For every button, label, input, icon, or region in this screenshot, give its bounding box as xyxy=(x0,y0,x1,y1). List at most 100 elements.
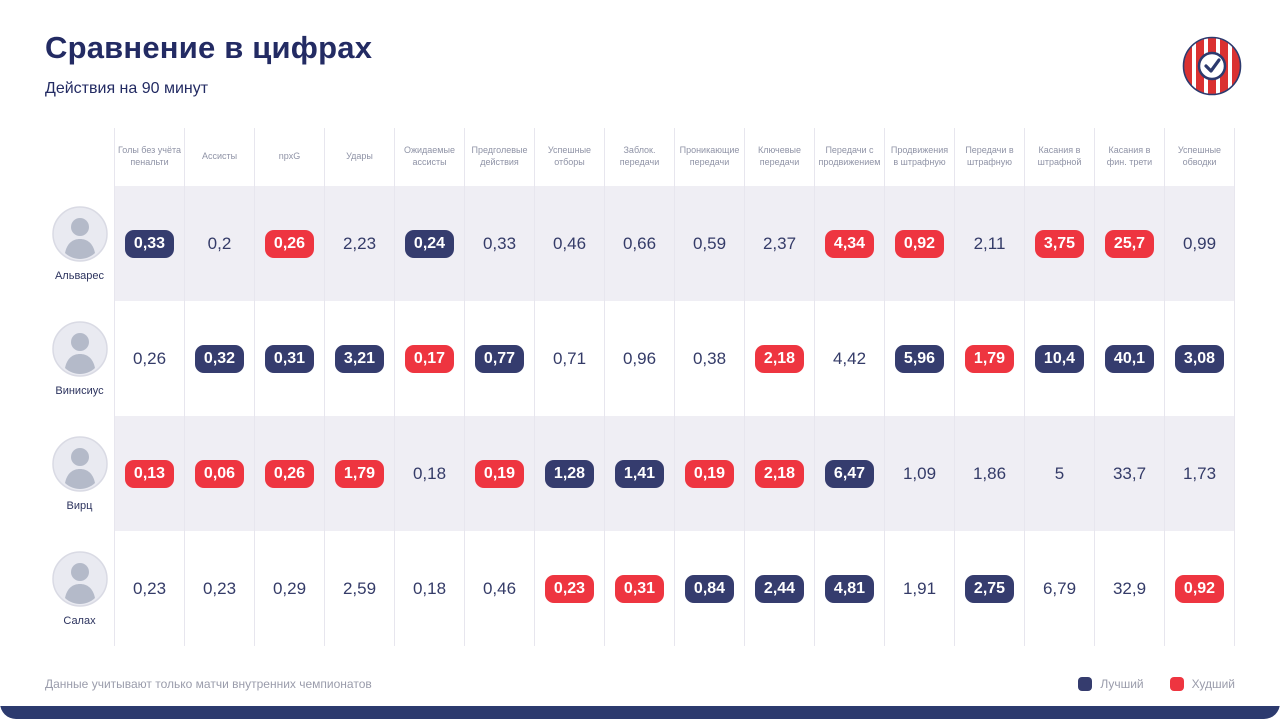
player-avatar xyxy=(51,550,108,607)
column-header: Передачи с продвижением xyxy=(815,128,885,186)
stat-cell: 0,46 xyxy=(535,186,605,301)
column-header: Заблок. передачи xyxy=(605,128,675,186)
stat-value-worst: 0,26 xyxy=(264,459,315,488)
stat-value: 0,23 xyxy=(132,578,167,598)
legend-worst: Худший xyxy=(1169,677,1235,691)
stat-cell: 2,44 xyxy=(745,531,815,646)
stat-value: 33,7 xyxy=(1112,463,1147,483)
stat-cell: 2,18 xyxy=(745,301,815,416)
stat-cell: 3,21 xyxy=(325,301,395,416)
stat-cell: 0,38 xyxy=(675,301,745,416)
stat-value: 0,59 xyxy=(692,233,727,253)
column-header: Проникающие передачи xyxy=(675,128,745,186)
stat-value-worst: 25,7 xyxy=(1104,229,1155,258)
column-header: Успешные обводки xyxy=(1165,128,1235,186)
stat-value: 0,96 xyxy=(622,348,657,368)
stat-cell: 5 xyxy=(1025,416,1095,531)
stat-value-worst: 0,23 xyxy=(544,574,595,603)
stat-value: 4,42 xyxy=(832,348,867,368)
stat-cell: 0,23 xyxy=(185,531,255,646)
stat-cell: 2,18 xyxy=(745,416,815,531)
stat-cell: 0,77 xyxy=(465,301,535,416)
stat-cell: 1,73 xyxy=(1165,416,1235,531)
column-header: Касания в фин. трети xyxy=(1095,128,1165,186)
stat-value: 0,2 xyxy=(207,233,232,253)
stat-cell: 0,18 xyxy=(395,416,465,531)
stat-cell: 0,99 xyxy=(1165,186,1235,301)
stat-cell: 2,59 xyxy=(325,531,395,646)
person-icon xyxy=(51,550,108,607)
stat-value: 0,46 xyxy=(482,578,517,598)
stat-value-worst: 0,06 xyxy=(194,459,245,488)
stat-cell: 0,26 xyxy=(115,301,185,416)
stat-value: 2,11 xyxy=(973,233,1006,253)
legend-worst-label: Худший xyxy=(1191,677,1235,691)
stat-value: 32,9 xyxy=(1112,578,1147,598)
stat-value-worst: 0,13 xyxy=(124,459,175,488)
stat-value-worst: 0,19 xyxy=(684,459,735,488)
stat-value: 1,73 xyxy=(1182,463,1217,483)
stat-cell: 1,28 xyxy=(535,416,605,531)
stat-cell: 1,91 xyxy=(885,531,955,646)
stat-value-best: 5,96 xyxy=(894,344,945,373)
stat-value-best: 0,32 xyxy=(194,344,245,373)
player-name: Винисиус xyxy=(55,384,104,397)
title-block: Сравнение в цифрах Действия на 90 минут xyxy=(45,30,372,98)
stat-cell: 2,11 xyxy=(955,186,1025,301)
stat-value-worst: 0,17 xyxy=(404,344,455,373)
stat-value-worst: 2,18 xyxy=(754,459,805,488)
comparison-table: Голы без учёта пенальти Ассисты npxG Удары О… xyxy=(45,128,1235,646)
player-avatar xyxy=(51,435,108,492)
player-cell: Альварес xyxy=(45,186,115,301)
stat-value: 0,66 xyxy=(622,233,657,253)
stat-value-worst: 1,79 xyxy=(334,459,385,488)
stat-value: 0,33 xyxy=(482,233,517,253)
footer: Данные учитывают только матчи внутренних… xyxy=(45,677,1235,691)
column-header: Касания в штрафной xyxy=(1025,128,1095,186)
column-header: Удары xyxy=(325,128,395,186)
stat-cell: 6,47 xyxy=(815,416,885,531)
stat-value-best: 2,44 xyxy=(754,574,805,603)
stat-cell: 4,34 xyxy=(815,186,885,301)
bottom-bar xyxy=(0,706,1280,719)
stat-cell: 1,79 xyxy=(955,301,1025,416)
stat-cell: 1,41 xyxy=(605,416,675,531)
stat-cell: 0,32 xyxy=(185,301,255,416)
stat-value: 5 xyxy=(1054,463,1065,483)
stat-cell: 3,75 xyxy=(1025,186,1095,301)
stat-cell: 33,7 xyxy=(1095,416,1165,531)
stat-value-worst: 0,31 xyxy=(614,574,665,603)
legend-best: Лучший xyxy=(1078,677,1144,691)
player-cell: Винисиус xyxy=(45,301,115,416)
stat-value-best: 0,84 xyxy=(684,574,735,603)
stat-cell: 0,33 xyxy=(465,186,535,301)
stat-cell: 0,84 xyxy=(675,531,745,646)
stat-cell: 6,79 xyxy=(1025,531,1095,646)
stat-cell: 0,31 xyxy=(255,301,325,416)
stat-value-worst: 0,92 xyxy=(1174,574,1225,603)
stat-cell: 0,29 xyxy=(255,531,325,646)
stat-cell: 0,23 xyxy=(535,531,605,646)
club-logo xyxy=(1182,36,1242,96)
column-header: Голы без учёта пенальти xyxy=(115,128,185,186)
stat-value-best: 0,31 xyxy=(264,344,315,373)
legend-best-label: Лучший xyxy=(1100,677,1144,691)
stat-value-worst: 0,19 xyxy=(474,459,525,488)
stat-value-best: 1,41 xyxy=(614,459,665,488)
page-subtitle: Действия на 90 минут xyxy=(45,80,209,97)
player-avatar xyxy=(51,320,108,377)
stat-cell: 0,92 xyxy=(1165,531,1235,646)
player-avatar xyxy=(51,205,108,262)
person-icon xyxy=(51,320,108,377)
player-name: Салах xyxy=(63,614,96,627)
column-header: Ключевые передачи xyxy=(745,128,815,186)
stat-value-worst: 3,75 xyxy=(1034,229,1085,258)
stat-cell: 0,59 xyxy=(675,186,745,301)
stat-value-best: 0,24 xyxy=(404,229,455,258)
stat-value-best: 40,1 xyxy=(1104,344,1155,373)
stat-cell: 40,1 xyxy=(1095,301,1165,416)
stat-cell: 3,08 xyxy=(1165,301,1235,416)
column-header: Ожидаемые ассисты xyxy=(395,128,465,186)
stat-cell: 0,13 xyxy=(115,416,185,531)
